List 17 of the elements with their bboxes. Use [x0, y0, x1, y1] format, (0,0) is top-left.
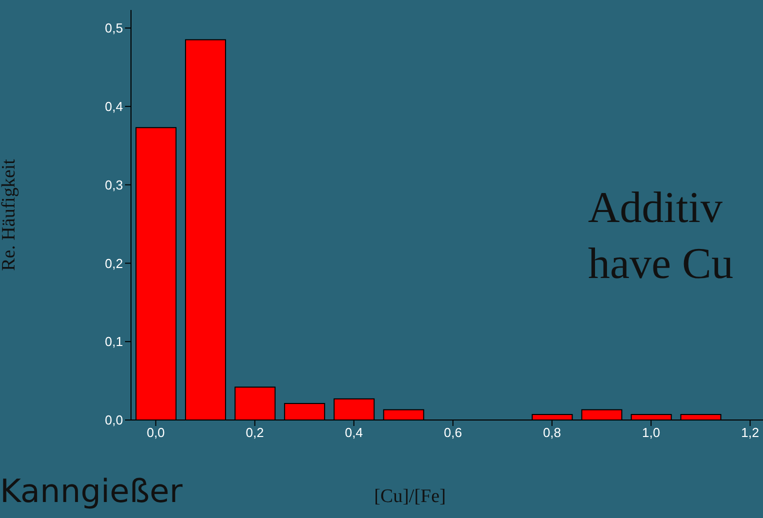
x-tick-label: 0,0: [146, 425, 165, 440]
annotation: Additiv have Cu: [588, 182, 734, 290]
x-axis-title: [Cu]/[Fe]: [373, 486, 447, 508]
y-tick-label: 0,3: [104, 177, 123, 192]
y-tick-label: 0,0: [104, 412, 123, 428]
x-tick-label: 0,8: [542, 425, 562, 440]
y-tick-label: 0,2: [104, 256, 123, 271]
x-tick-label: 0,4: [344, 425, 363, 440]
y-axis-title: Re. Häufigkeit: [0, 158, 20, 271]
y-tick-label: 0,5: [104, 20, 123, 36]
y-tick-label: 0,4: [104, 99, 123, 114]
x-tick-label: 0,2: [246, 425, 264, 440]
x-tick-label: 0,6: [444, 425, 462, 440]
x-tick-label: 1,0: [642, 425, 660, 440]
y-tick-label: 0,1: [104, 334, 123, 350]
x-tick-label: 1,2: [741, 425, 760, 440]
text: Kanngießer: [0, 472, 182, 510]
